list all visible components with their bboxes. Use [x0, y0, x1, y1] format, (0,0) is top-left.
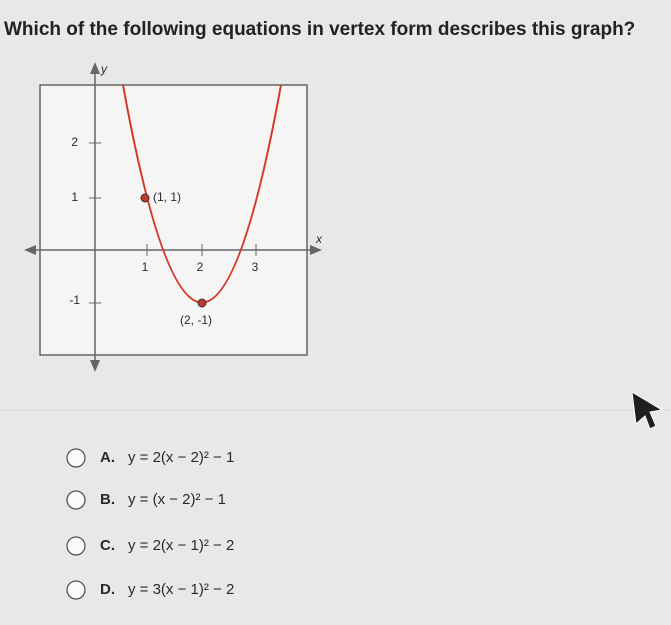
- point-label: (2, -1): [180, 313, 212, 327]
- option-equation: y = (x − 2)² − 1: [128, 491, 226, 508]
- option[interactable]: B. y = (x − 2)² − 1: [66, 490, 226, 510]
- option[interactable]: A. y = 2(x − 2)² − 1: [66, 448, 234, 468]
- radio-button[interactable]: [66, 490, 86, 510]
- option[interactable]: D. y = 3(x − 1)² − 2: [66, 580, 234, 600]
- vertex-point: [197, 298, 207, 308]
- question: Which of the following equations in vert…: [4, 19, 635, 40]
- option-letter: D.: [100, 581, 115, 598]
- graph-box: [39, 84, 308, 356]
- option[interactable]: C. y = 2(x − 1)² − 2: [66, 536, 234, 556]
- option-letter: A.: [100, 449, 115, 466]
- option-equation: y = 3(x − 1)² − 2: [128, 581, 234, 598]
- option-letter: B.: [100, 491, 115, 508]
- point-label: (1, 1): [153, 190, 181, 204]
- x-tick-label: 1: [142, 260, 149, 274]
- graph: y x 1 2 3 2 1 -1 (1, 1) (2, -1): [24, 62, 323, 372]
- x-arrow: [310, 245, 322, 255]
- option-letter: C.: [100, 537, 115, 554]
- x-tick-label: 2: [197, 260, 204, 274]
- option-equation: y = 2(x − 1)² − 2: [128, 537, 234, 554]
- y-tick-label: 1: [71, 190, 78, 204]
- radio-button[interactable]: [66, 536, 86, 556]
- radio-button[interactable]: [66, 580, 86, 600]
- x-tick-label: 3: [252, 260, 259, 274]
- cursor: [631, 391, 664, 430]
- point: [140, 193, 150, 203]
- y-axis-label: y: [100, 62, 108, 76]
- y-arrow: [90, 62, 100, 74]
- radio-button[interactable]: [66, 448, 86, 468]
- x-arrow: [24, 245, 36, 255]
- y-arrow: [90, 360, 100, 372]
- option-equation: y = 2(x − 2)² − 1: [128, 449, 234, 466]
- y-tick-label: -1: [69, 293, 80, 307]
- x-axis-label: x: [315, 232, 323, 246]
- y-tick-label: 2: [71, 135, 78, 149]
